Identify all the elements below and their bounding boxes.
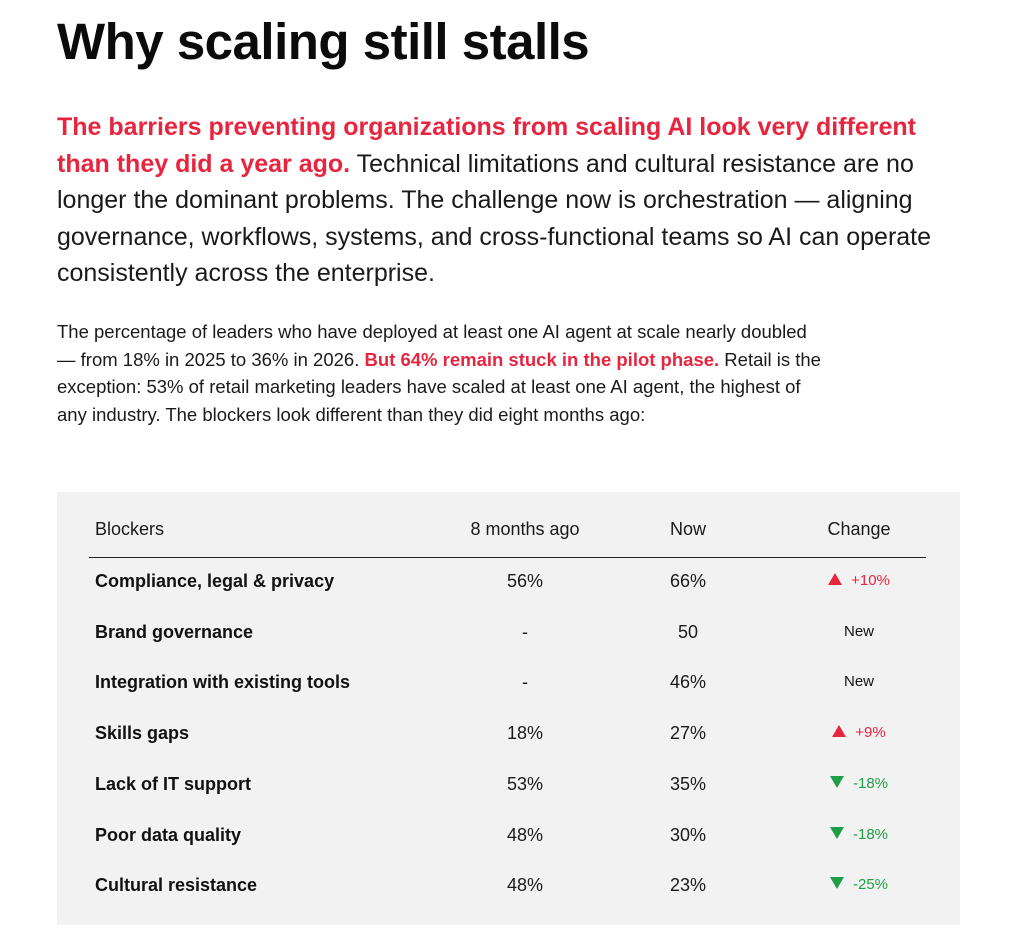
table-row: Poor data quality 48% 30% -18%: [89, 823, 926, 873]
blockers-table-panel: Blockers 8 months ago Now Change Complia…: [57, 492, 960, 925]
blocker-name: Lack of IT support: [95, 773, 252, 794]
change-cell: New: [779, 670, 939, 694]
change-value: -18%: [852, 825, 889, 843]
triangle-up-icon: [828, 573, 843, 586]
header-change: Change: [827, 519, 891, 539]
change-cell: -25%: [779, 873, 939, 897]
body-highlight: But 64% remain stuck in the pilot phase.: [364, 348, 720, 370]
change-value: +10%: [851, 572, 890, 589]
body-paragraph: The percentage of leaders who have deplo…: [57, 318, 827, 428]
value-now: 46%: [669, 672, 707, 693]
blocker-name: Poor data quality: [95, 824, 242, 845]
table-row: Compliance, legal & privacy 56% 66% +10%: [89, 569, 926, 619]
table-header-row: Blockers 8 months ago Now Change: [89, 492, 926, 558]
blocker-name: Compliance, legal & privacy: [95, 571, 335, 591]
body-text-part1: The percentage of leaders who have deplo…: [57, 321, 807, 370]
change-value: -18%: [852, 774, 889, 792]
value-8-months-ago: 48%: [506, 875, 544, 896]
change-cell: New: [779, 620, 939, 644]
blocker-name: Brand governance: [95, 621, 254, 642]
body-text-part2: Retail is the exception: 53% of retail m…: [57, 348, 821, 425]
triangle-down-icon: [829, 775, 844, 788]
blocker-name: Cultural resistance: [95, 875, 258, 896]
change-value: -25%: [852, 876, 889, 894]
table-row: Cultural resistance 48% 23% -25%: [89, 873, 926, 923]
value-now: 27%: [669, 723, 707, 744]
change-value: New: [843, 622, 874, 640]
table-row: Brand governance - 50 New: [89, 620, 926, 670]
value-8-months-ago: -: [522, 672, 528, 693]
triangle-down-icon: [829, 877, 844, 890]
table-row: Integration with existing tools - 46% New: [89, 670, 926, 720]
change-cell: -18%: [779, 823, 939, 847]
value-8-months-ago: -: [522, 621, 528, 642]
page-title: Why scaling still stalls: [57, 13, 590, 70]
triangle-down-icon: [829, 826, 844, 839]
header-8-months-ago: 8 months ago: [470, 519, 580, 539]
change-cell: -18%: [779, 772, 939, 796]
change-value: +9%: [855, 724, 886, 742]
value-8-months-ago: 56%: [506, 571, 544, 591]
blocker-name: Integration with existing tools: [95, 672, 351, 693]
change-cell: +10%: [779, 569, 939, 593]
value-8-months-ago: 18%: [506, 723, 544, 744]
lead-paragraph: The barriers preventing organizations fr…: [57, 109, 937, 292]
header-blockers: Blockers: [95, 519, 165, 539]
lead-text: Technical limitations and cultural resis…: [57, 149, 932, 288]
blocker-name: Skills gaps: [95, 723, 190, 744]
lead-highlight: The barriers preventing organizations fr…: [57, 113, 916, 178]
value-now: 66%: [669, 571, 707, 591]
change-value: New: [843, 673, 874, 691]
value-now: 30%: [669, 824, 707, 845]
triangle-up-icon: [832, 725, 847, 738]
value-now: 23%: [669, 875, 707, 896]
header-now: Now: [669, 519, 706, 539]
value-now: 50: [677, 621, 699, 642]
change-cell: +9%: [779, 721, 939, 745]
value-8-months-ago: 48%: [506, 824, 544, 845]
table-row: Lack of IT support 53% 35% -18%: [89, 772, 926, 822]
value-8-months-ago: 53%: [506, 773, 544, 794]
value-now: 35%: [669, 773, 707, 794]
table-row: Skills gaps 18% 27% +9%: [89, 721, 926, 771]
